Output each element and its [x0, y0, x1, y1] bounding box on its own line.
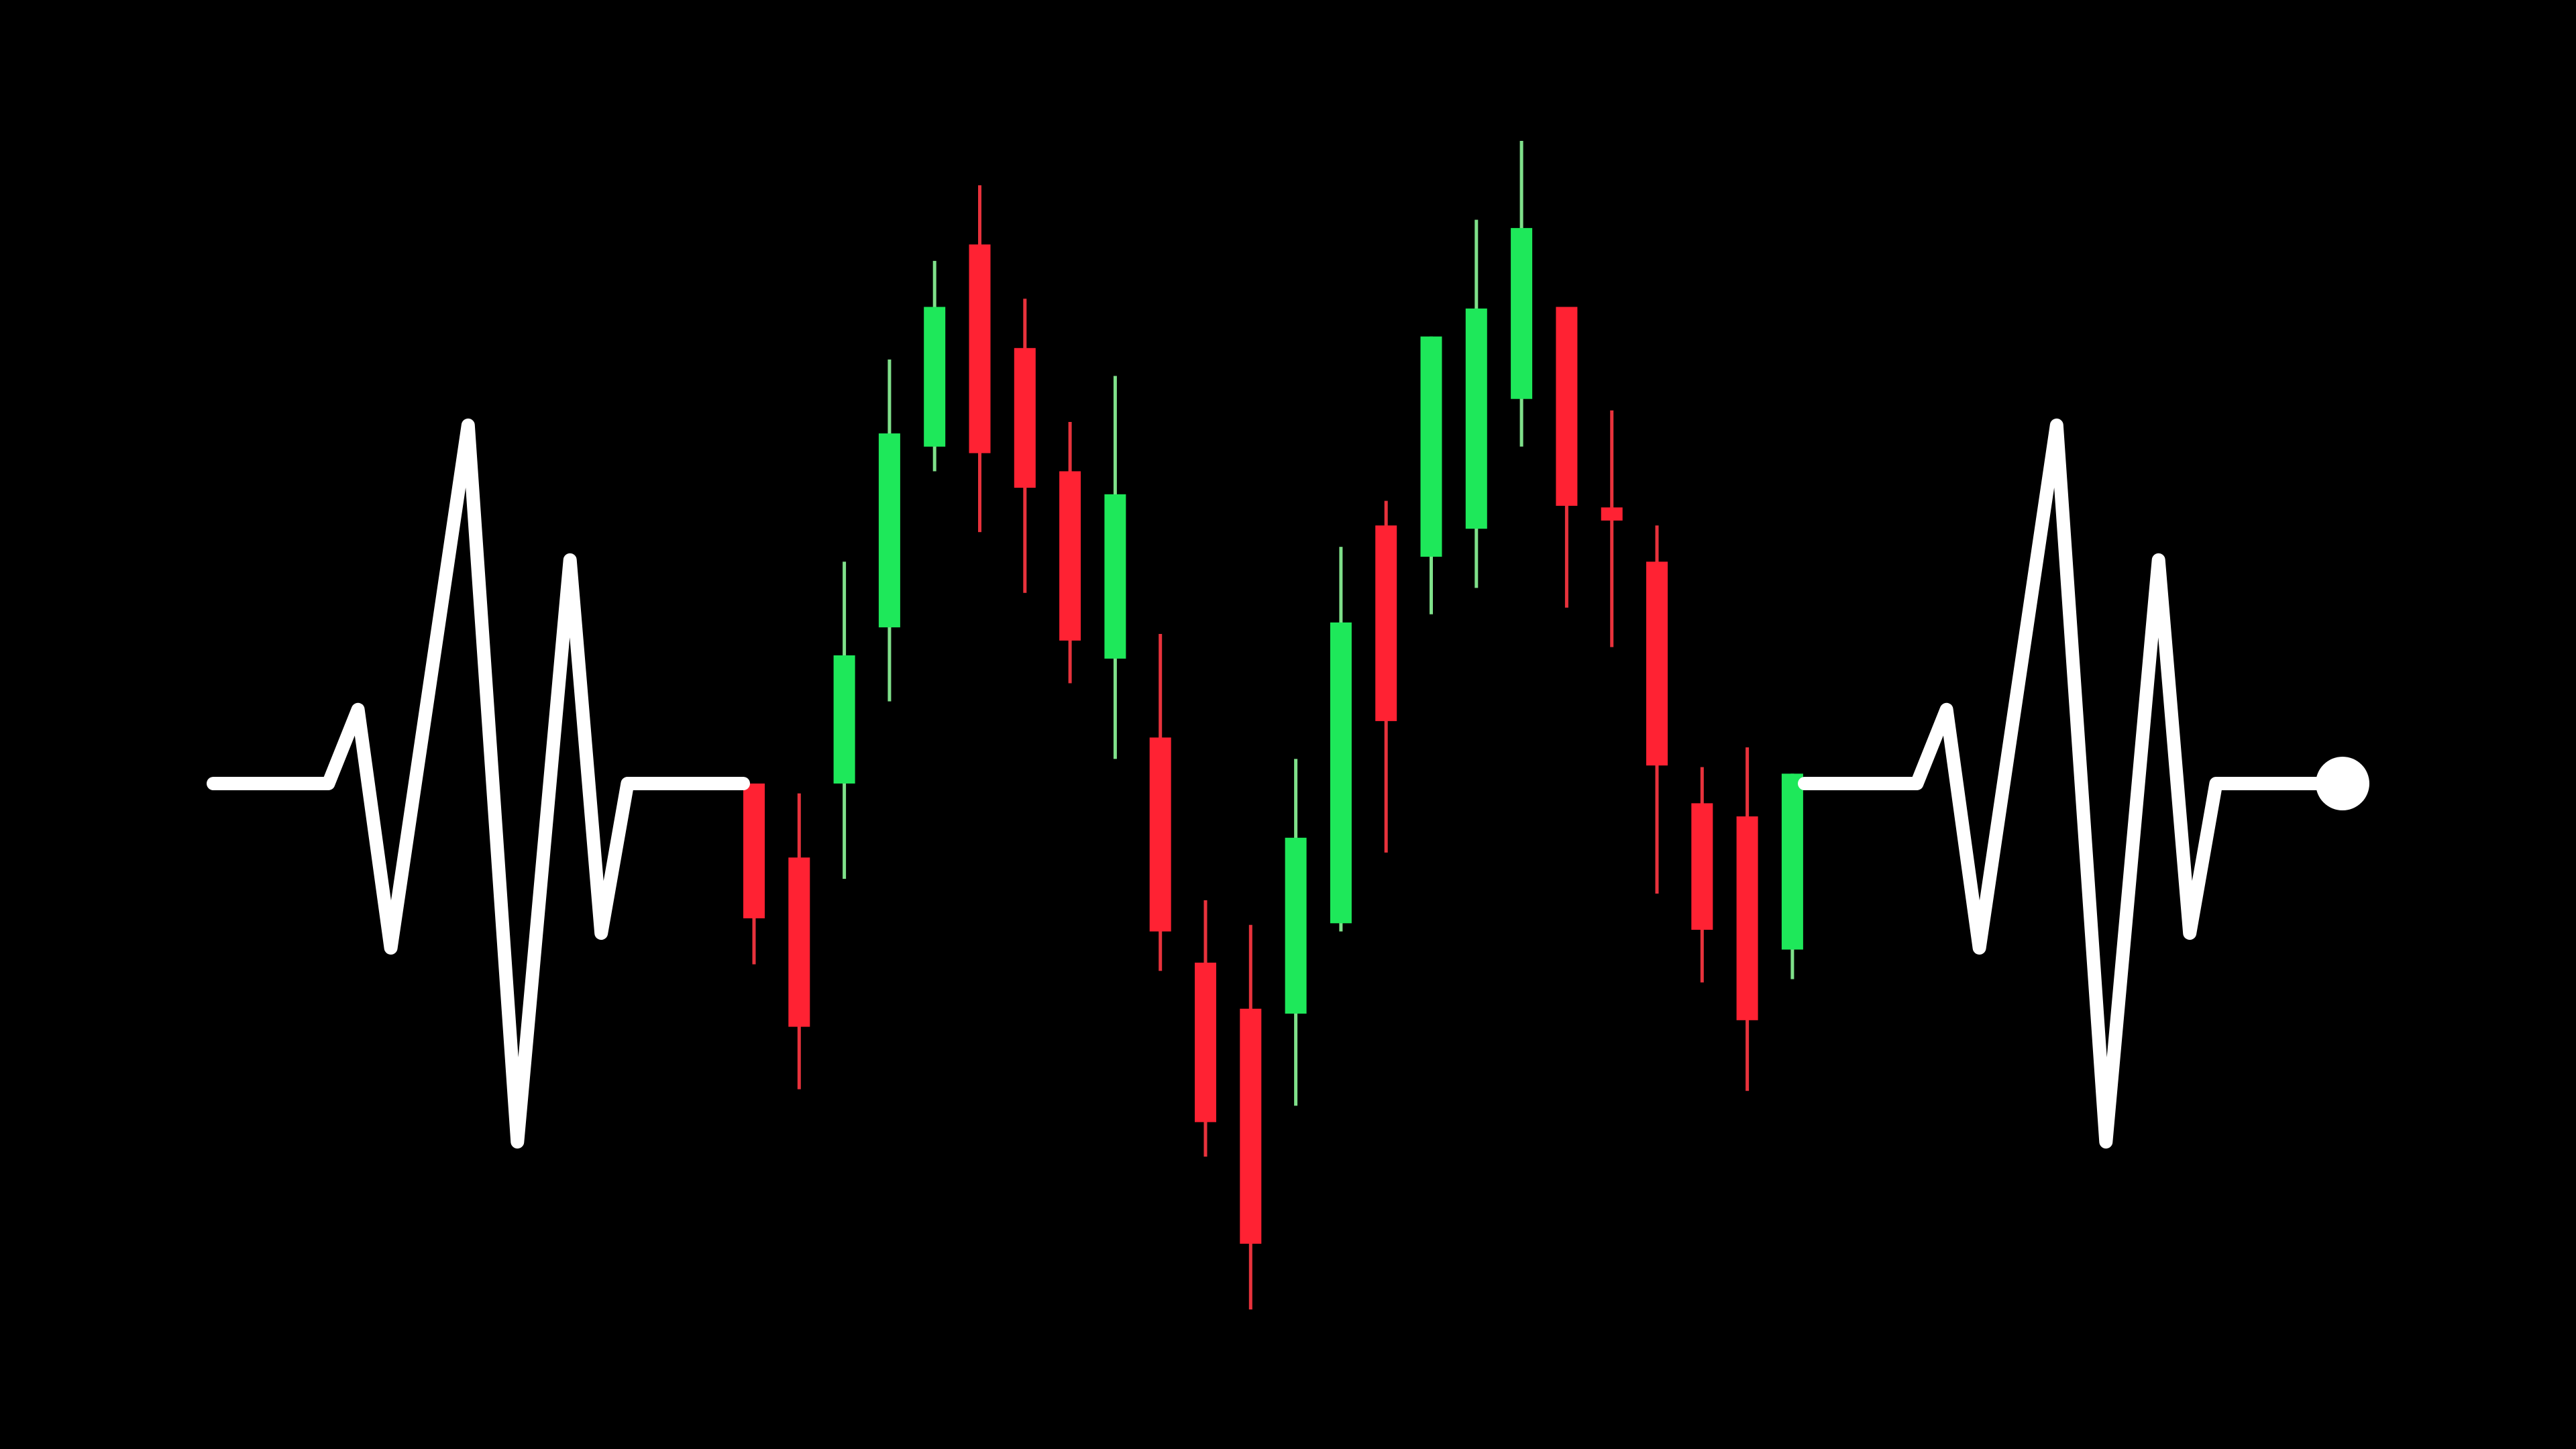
candle-bear	[1556, 307, 1578, 608]
candle-body	[788, 857, 810, 1027]
candle-body	[1646, 561, 1668, 766]
candle-body	[1736, 816, 1758, 1020]
candle-bull	[1511, 141, 1533, 447]
heartbeat-line-left	[207, 418, 750, 1149]
candle-wick	[1610, 410, 1614, 647]
candle-body	[1149, 737, 1171, 932]
candle-bear	[1736, 747, 1758, 1091]
candle-bull	[833, 561, 855, 879]
candle-body	[743, 784, 765, 918]
candle-body	[833, 655, 855, 784]
candle-body	[1420, 336, 1442, 557]
candle-bear	[1601, 410, 1623, 647]
candle-bear	[1149, 634, 1171, 971]
candle-bear	[743, 784, 765, 965]
candle-bull	[1330, 547, 1352, 932]
heartbeat-line-right	[1798, 418, 2348, 1149]
candle-body	[924, 307, 946, 447]
candle-body	[1195, 963, 1216, 1122]
candle-body	[1014, 347, 1036, 488]
dot-icon	[2316, 757, 2369, 810]
candle-body	[1330, 622, 1352, 924]
candle-body	[1511, 227, 1533, 399]
candle-body	[1059, 471, 1081, 641]
candle-body	[1556, 307, 1578, 506]
candle-bear	[1691, 767, 1713, 983]
candle-bear	[1014, 299, 1036, 593]
candle-bear	[1195, 900, 1216, 1157]
candle-body	[1285, 837, 1307, 1014]
candle-bear	[1059, 422, 1081, 684]
candle-body	[878, 433, 900, 628]
candle-bull	[878, 359, 900, 702]
candle-body	[1601, 507, 1623, 521]
candle-bear	[788, 793, 810, 1089]
candle-bear	[1240, 924, 1262, 1309]
candle-body	[969, 244, 991, 453]
candle-body	[1104, 494, 1126, 659]
candle-bull	[924, 260, 946, 472]
candle-bull	[1465, 219, 1487, 588]
candle-bear	[1646, 525, 1668, 894]
candlestick-series	[743, 141, 1803, 1309]
candle-bear	[1375, 500, 1397, 853]
candle-body	[1240, 1008, 1262, 1244]
candle-body	[1781, 773, 1803, 950]
candle-body	[1375, 525, 1397, 721]
candle-bull	[1104, 376, 1126, 759]
candle-body	[1691, 803, 1713, 930]
candle-bull	[1781, 773, 1803, 979]
candle-bull	[1285, 759, 1307, 1106]
candle-bull	[1420, 336, 1442, 614]
candle-body	[1465, 308, 1487, 529]
candle-bear	[969, 185, 991, 533]
